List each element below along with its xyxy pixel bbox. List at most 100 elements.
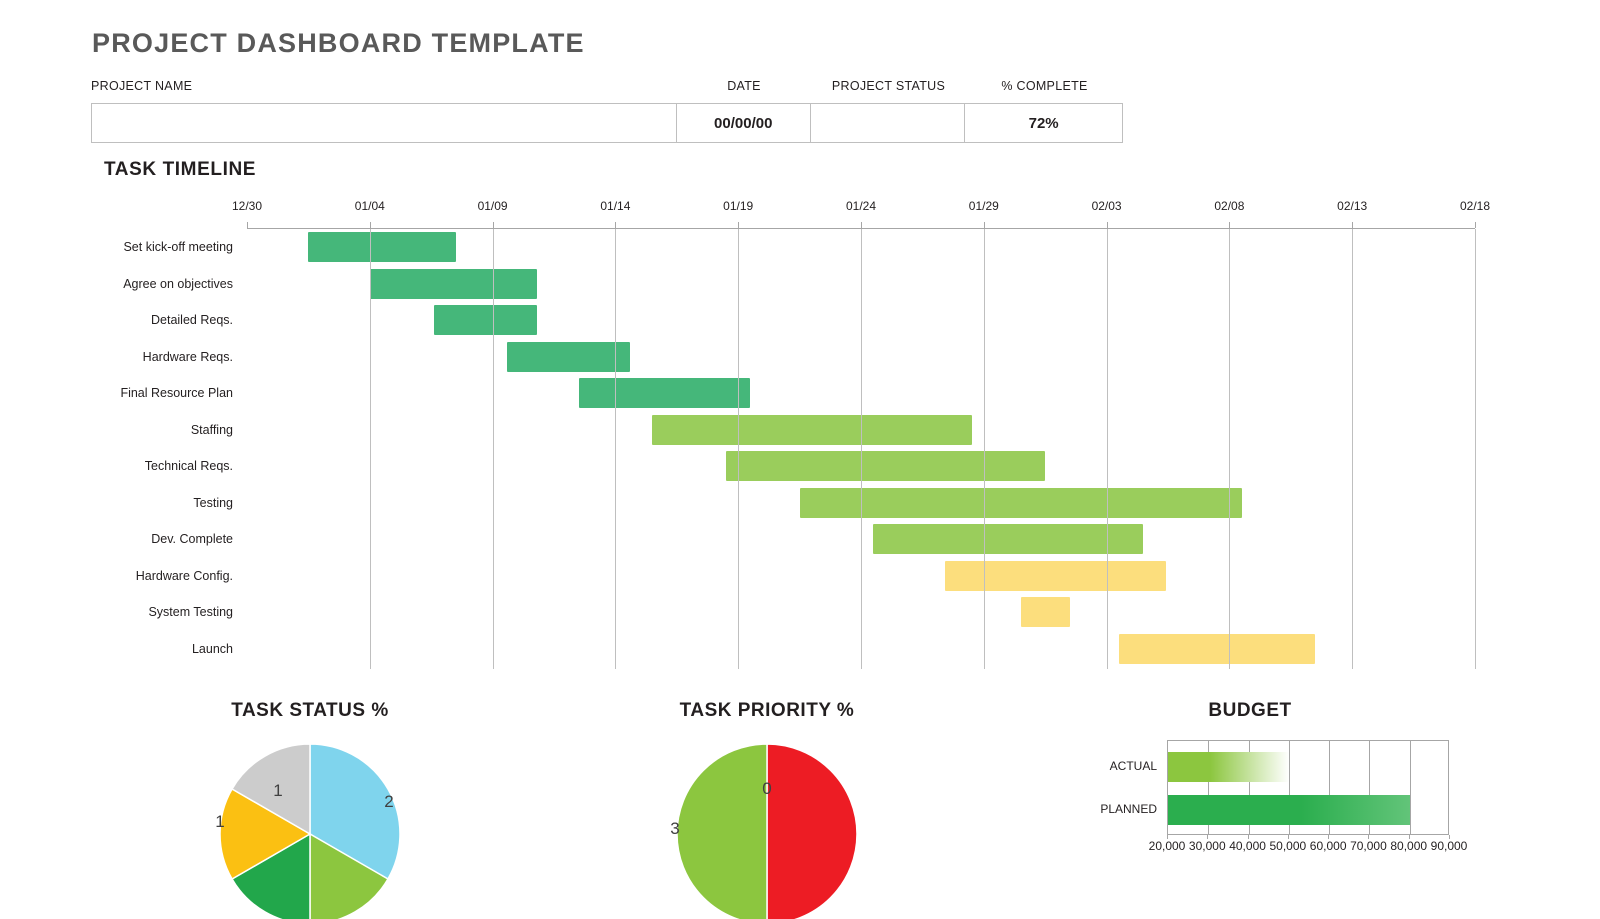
value-date[interactable]: 00/00/00: [677, 104, 811, 142]
task-priority-title: TASK PRIORITY %: [679, 700, 855, 721]
budget-plot-area: [1167, 740, 1449, 835]
budget-tick-label: 80,000: [1390, 839, 1428, 853]
budget-title: BUDGET: [1208, 700, 1292, 721]
gantt-tick-label: 02/18: [1459, 199, 1491, 213]
gantt-bar[interactable]: [1020, 597, 1070, 628]
project-info-value-row: 00/00/00 72%: [91, 103, 1123, 143]
gantt-bar[interactable]: [944, 560, 1166, 591]
gantt-row[interactable]: Hardware Config.: [0, 558, 1600, 595]
gantt-tick-label: 01/29: [968, 199, 999, 213]
gantt-row[interactable]: Launch: [0, 631, 1600, 668]
task-status-panel: TASK STATUS % 1 2 1: [160, 700, 460, 919]
value-project-status[interactable]: [811, 104, 966, 142]
value-project-name[interactable]: [92, 104, 677, 142]
gantt-bar[interactable]: [1118, 633, 1316, 664]
gantt-row[interactable]: Detailed Reqs.: [0, 302, 1600, 339]
gantt-row[interactable]: Set kick-off meeting: [0, 229, 1600, 266]
gantt-tick-mark: [738, 222, 740, 228]
pie-slice[interactable]: [219, 787, 312, 881]
gantt-tick-label: 01/09: [477, 199, 508, 213]
value-percent-complete[interactable]: 72%: [1028, 114, 1059, 132]
gantt-tick-mark: [1229, 222, 1231, 228]
gantt-row[interactable]: Staffing: [0, 412, 1600, 449]
gantt-bar[interactable]: [369, 268, 537, 299]
pie-slice[interactable]: [309, 743, 401, 881]
header-project-name: PROJECT NAME: [91, 79, 193, 93]
budget-chart: 20,000 30,000 40,000 50,000 60,000 70,000 80,0…: [1082, 740, 1467, 855]
budget-tick-mark: [1247, 835, 1249, 839]
pie-data-label: 3: [670, 819, 680, 838]
gantt-gridline: [983, 229, 985, 669]
gantt-tick-label: 02/08: [1214, 199, 1245, 213]
gantt-gridline: [861, 229, 862, 669]
budget-tick-label: 50,000: [1269, 839, 1307, 853]
gantt-bar[interactable]: [433, 305, 537, 336]
gantt-row[interactable]: Hardware Reqs.: [0, 339, 1600, 376]
gantt-tick-label: 01/24: [845, 199, 877, 213]
pie-slice[interactable]: [766, 743, 858, 919]
budget-tick-mark: [1207, 835, 1209, 839]
gantt-axis-line: [247, 228, 1475, 229]
gantt-row[interactable]: System Testing: [0, 594, 1600, 631]
budget-gridline: [1208, 741, 1210, 834]
budget-bar[interactable]: [1168, 795, 1410, 826]
budget-tick-mark: [1328, 835, 1330, 839]
gantt-tick-mark: [615, 222, 617, 228]
gantt-row[interactable]: Final Resource Plan: [0, 375, 1600, 412]
gantt-task-label: Testing: [193, 495, 233, 510]
gantt-task-label: Dev. Complete: [151, 532, 233, 547]
budget-tick-mark: [1408, 835, 1410, 839]
project-info-header-row: PROJECT NAME DATE PROJECT STATUS % COMPL…: [91, 79, 1123, 103]
gantt-tick-mark: [492, 222, 494, 228]
gantt-row[interactable]: Agree on objectives: [0, 266, 1600, 303]
gantt-axis-tick-labels: 12/30 01/04 01/09 01/14 01/19 01/24 01/29 02/03…: [0, 196, 1600, 218]
gantt-task-label: Launch: [191, 641, 233, 656]
gantt-bar[interactable]: [799, 487, 1242, 518]
gantt-task-label: System Testing: [148, 605, 233, 620]
header-percent-complete: % COMPLETE: [1001, 79, 1088, 93]
header-date: DATE: [727, 79, 761, 93]
gantt-bar[interactable]: [725, 451, 1046, 482]
budget-gridline: [1329, 741, 1331, 834]
gantt-row[interactable]: Testing: [0, 485, 1600, 522]
gantt-rows: Set kick-off meeting Agree on objectives D…: [0, 229, 1600, 674]
budget-tick-label: 60,000: [1309, 839, 1347, 853]
header-project-status: PROJECT STATUS: [831, 79, 946, 93]
gantt-task-label: Set kick-off meeting: [123, 240, 233, 255]
gantt-row[interactable]: Dev. Complete: [0, 521, 1600, 558]
gantt-chart: 12/30 01/04 01/09 01/14 01/19 01/24 01/29 02/03…: [0, 196, 1600, 681]
gantt-row[interactable]: Technical Reqs.: [0, 448, 1600, 485]
budget-tick-label: 20,000: [1148, 839, 1186, 853]
gantt-task-label: Hardware Reqs.: [142, 349, 233, 364]
gantt-bar[interactable]: [652, 414, 972, 445]
pie-data-label: 2: [384, 792, 394, 811]
pie-slice[interactable]: [231, 743, 311, 836]
budget-gridline: [1248, 741, 1250, 834]
gantt-task-label: Detailed Reqs.: [151, 313, 233, 328]
gantt-tick-mark: [1352, 222, 1354, 228]
gantt-bar[interactable]: [578, 378, 751, 409]
gantt-task-label: Agree on objectives: [123, 276, 233, 291]
task-status-pie: 1 2 1: [160, 734, 460, 919]
gantt-gridline: [738, 229, 740, 669]
gantt-tick-mark: [1106, 222, 1108, 228]
gantt-tick-mark: [247, 222, 248, 228]
gantt-bar[interactable]: [507, 341, 631, 372]
pie-svg: [219, 743, 401, 919]
gantt-tick-mark: [369, 222, 371, 228]
budget-bar[interactable]: [1168, 751, 1289, 782]
gantt-gridline: [1229, 229, 1231, 669]
gantt-tick-mark: [861, 222, 862, 228]
budget-tick-mark: [1287, 835, 1289, 839]
gantt-task-label: Staffing: [190, 422, 233, 437]
gantt-gridline: [369, 229, 371, 669]
pie-slice[interactable]: [676, 743, 768, 919]
gantt-tick-label: 02/03: [1091, 199, 1122, 213]
budget-tick-mark: [1449, 835, 1450, 839]
gantt-bar[interactable]: [873, 524, 1144, 555]
gantt-bar[interactable]: [308, 232, 456, 263]
pie-data-label: 1: [215, 812, 225, 831]
budget-tick-label: 30,000: [1188, 839, 1226, 853]
budget-tick-label: 70,000: [1350, 839, 1387, 853]
